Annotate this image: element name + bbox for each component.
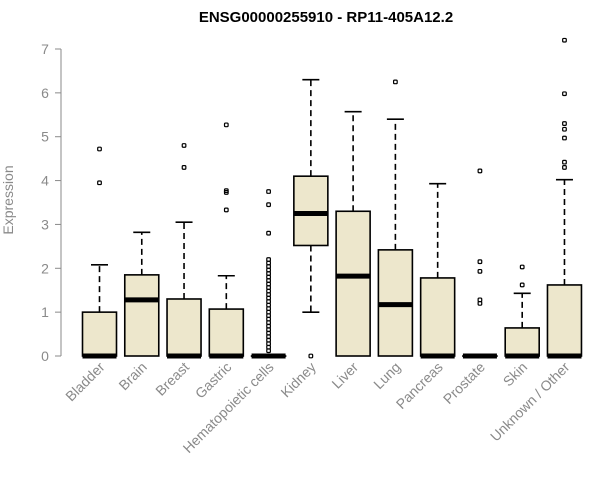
box — [166, 298, 202, 357]
y-tick-label: 5 — [41, 129, 49, 145]
outlier-point — [181, 143, 187, 148]
outlier-point — [477, 259, 483, 265]
x-tick-label: Prostate — [440, 359, 488, 407]
chart-title: ENSG00000255910 - RP11-405A12.2 — [199, 9, 453, 26]
y-tick-label: 0 — [41, 348, 49, 364]
x-tick-label: Unknown / Other — [487, 359, 573, 445]
outlier-point — [562, 165, 567, 170]
outlier-point — [562, 37, 567, 43]
box-group — [123, 231, 160, 357]
box — [335, 210, 371, 357]
outlier-point — [266, 202, 271, 208]
outlier-point — [97, 146, 102, 152]
outlier-point — [562, 126, 567, 132]
box-group — [462, 168, 498, 359]
x-tick-label: Kidney — [277, 359, 319, 401]
outlier-point — [308, 353, 314, 359]
outlier-point — [519, 264, 525, 270]
outlier-point — [392, 79, 398, 85]
x-tick-label: Brain — [115, 359, 149, 393]
y-tick-label: 4 — [41, 173, 49, 189]
y-tick-label: 6 — [41, 85, 49, 101]
x-tick-label: Breast — [152, 359, 192, 399]
box — [293, 175, 329, 247]
outlier-point — [223, 207, 229, 213]
outlier-point — [223, 188, 229, 194]
y-axis: 0 1 2 3 4 5 6 7 — [41, 41, 62, 364]
y-tick-label: 2 — [41, 260, 49, 276]
outlier-point — [266, 230, 271, 236]
outlier-point — [266, 189, 271, 194]
box-group — [250, 189, 287, 359]
outlier-point — [477, 297, 483, 303]
x-tick-label: Pancreas — [393, 359, 446, 412]
box-group — [293, 78, 329, 359]
y-tick-label: 3 — [41, 216, 49, 232]
y-tick-label: 7 — [41, 41, 49, 57]
outlier-point — [562, 135, 567, 141]
x-tick-label: Bladder — [62, 359, 108, 405]
box — [123, 274, 160, 357]
box — [208, 308, 245, 357]
outlier-point — [477, 168, 483, 174]
outlier-point — [562, 121, 567, 126]
box-group — [81, 146, 118, 359]
box-group — [504, 264, 541, 359]
box-group — [208, 122, 245, 359]
box-group — [419, 182, 456, 359]
outlier-point — [97, 180, 102, 186]
outlier-point — [181, 165, 187, 170]
outlier-point — [223, 122, 229, 128]
outlier-point — [562, 159, 567, 165]
box-group — [335, 110, 371, 357]
box — [546, 284, 583, 357]
outlier-point — [477, 268, 483, 274]
outlier-point — [266, 257, 271, 262]
x-tick-label: Lung — [370, 359, 403, 392]
box-group — [166, 143, 202, 359]
y-axis-label: Expression — [0, 165, 16, 234]
box — [504, 327, 541, 357]
y-tick-label: 1 — [41, 304, 49, 320]
box-group — [377, 79, 414, 357]
box — [419, 277, 456, 357]
box-group — [546, 37, 583, 359]
box — [81, 311, 118, 357]
boxes — [81, 37, 583, 359]
x-tick-label: Skin — [500, 359, 531, 390]
x-tick-label: Liver — [328, 359, 361, 392]
outlier-point — [562, 91, 567, 97]
outlier-point — [519, 282, 525, 288]
